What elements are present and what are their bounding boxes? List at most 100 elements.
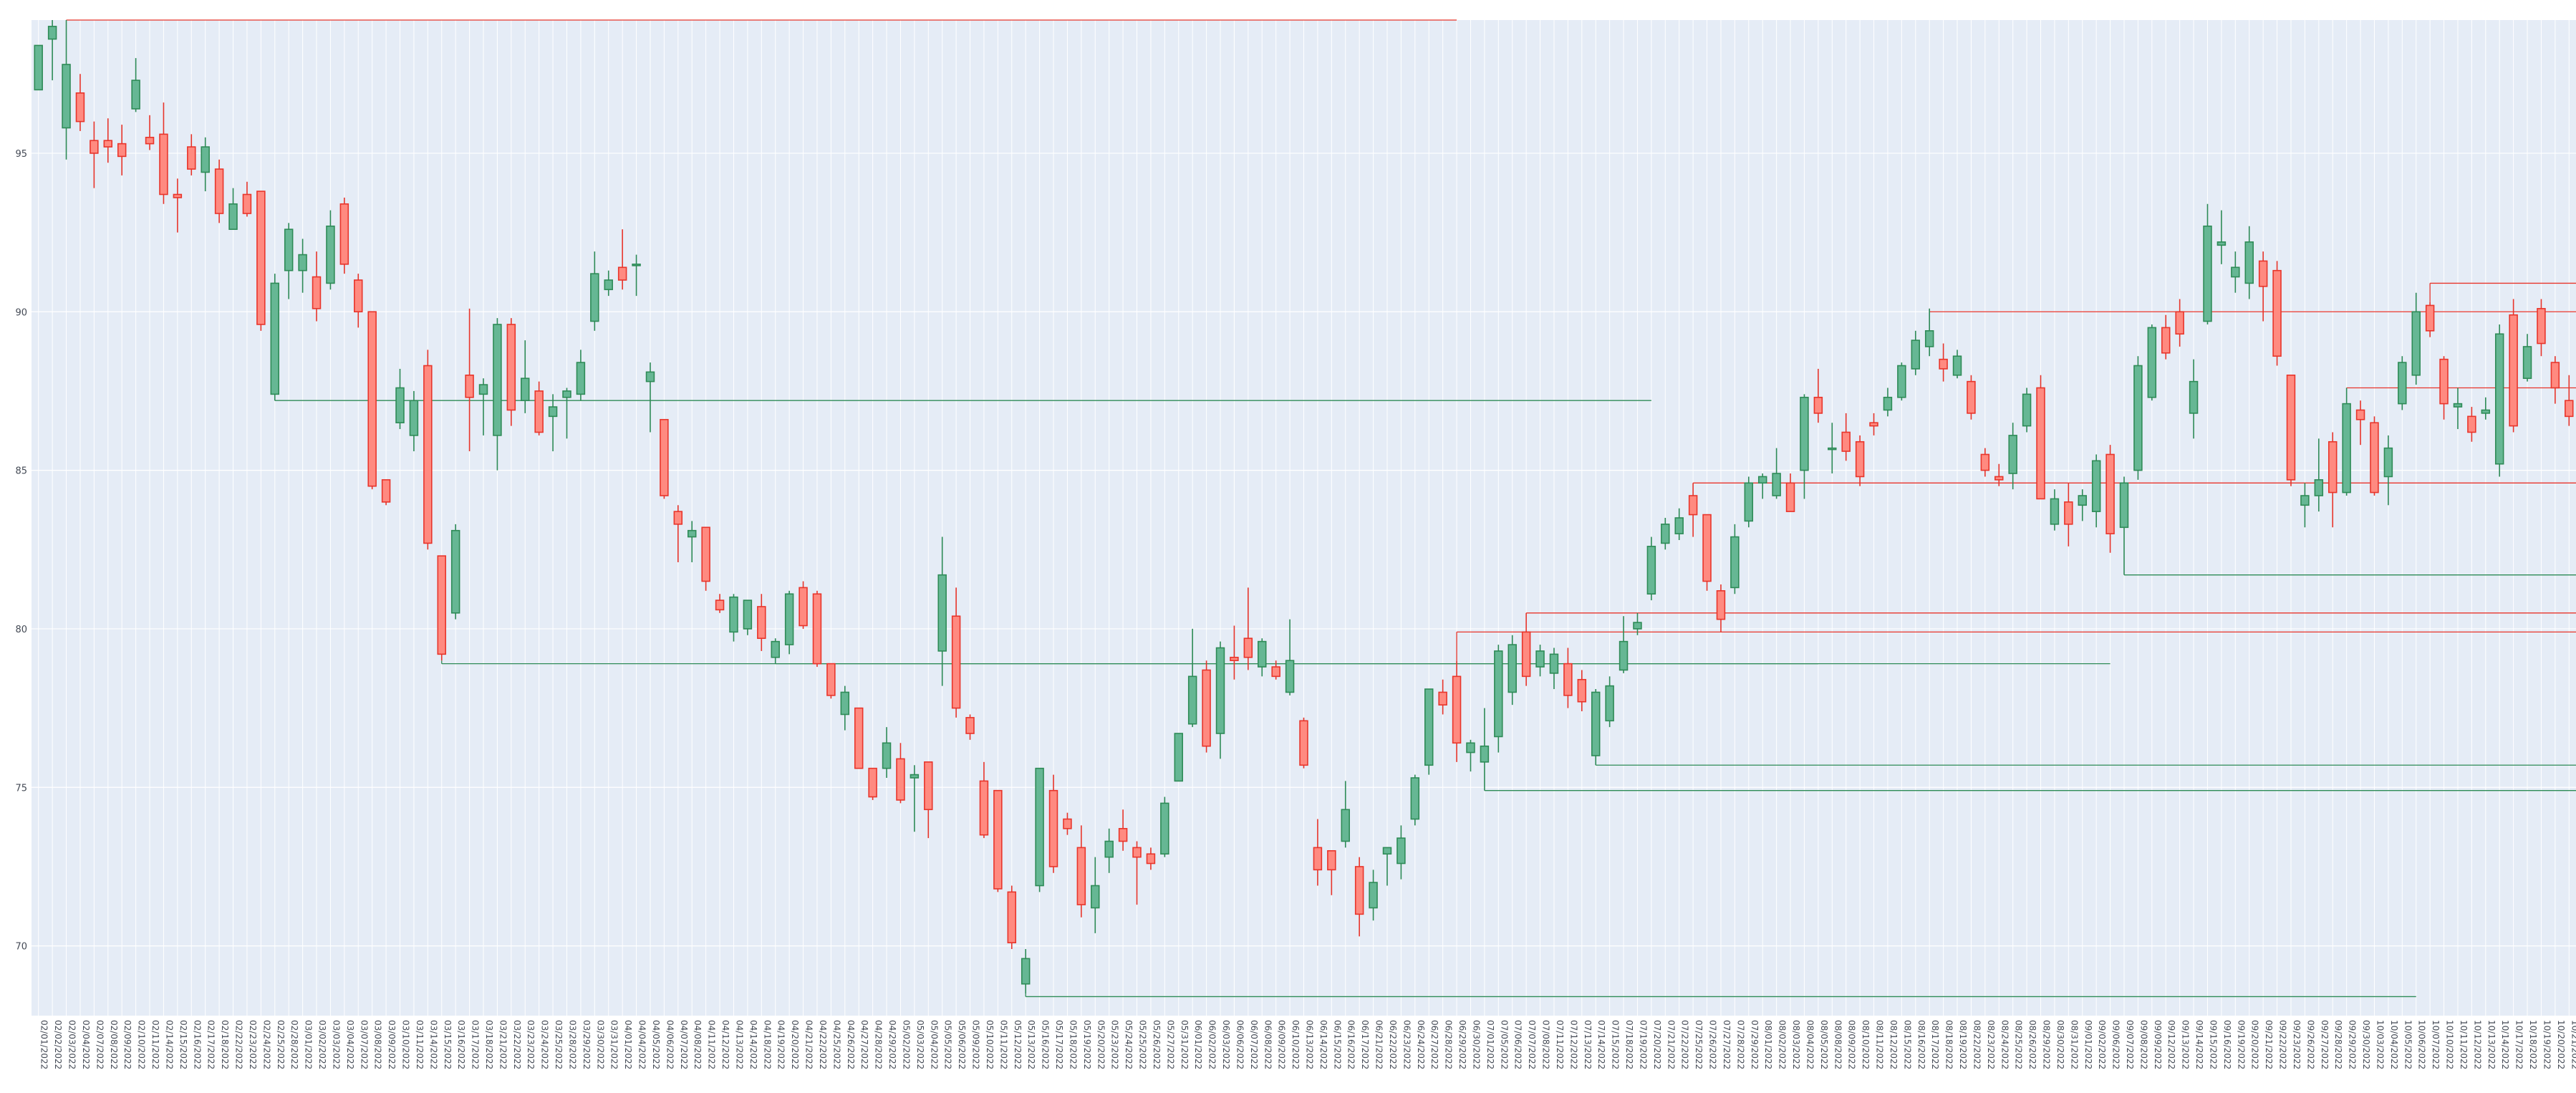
x-tick-label: 06/29/2022 [1457, 1020, 1467, 1069]
candle-body [103, 140, 113, 148]
x-tick-label: 06/24/2022 [1416, 1020, 1426, 1069]
candle-body [1688, 495, 1698, 516]
x-tick-label: 07/07/2022 [1527, 1020, 1537, 1069]
candle-body [465, 374, 474, 398]
x-tick-label: 04/05/2022 [651, 1020, 661, 1069]
candle [1132, 841, 1142, 905]
candle [1800, 394, 1809, 499]
candle-body [145, 136, 155, 145]
candles [34, 20, 2574, 994]
x-tick-label: 07/19/2022 [1638, 1020, 1648, 1069]
candle [2314, 438, 2324, 512]
candle-body [1716, 590, 1726, 620]
x-tick-label: 10/03/2022 [2375, 1020, 2385, 1069]
x-tick-label: 03/24/2022 [540, 1020, 550, 1069]
x-tick-label: 09/14/2022 [2194, 1020, 2204, 1069]
candle-body [339, 203, 349, 265]
x-tick-label: 10/17/2022 [2514, 1020, 2524, 1069]
candle-body [270, 282, 280, 395]
candle-body [506, 324, 516, 411]
candle [1021, 949, 1031, 994]
candle [493, 318, 502, 471]
candle [242, 181, 252, 217]
candle [339, 197, 349, 274]
candle-body [1828, 447, 1837, 451]
candle [687, 521, 697, 562]
candle-body [632, 264, 641, 266]
candle [2411, 292, 2421, 385]
candle [450, 524, 460, 620]
x-tick-label: 03/15/2022 [443, 1020, 453, 1069]
x-tick-label: 09/08/2022 [2138, 1020, 2148, 1069]
candle [1744, 476, 1754, 528]
candle-body [2467, 415, 2476, 433]
candle-body [1535, 650, 1545, 668]
candle-body [1382, 847, 1392, 855]
candle [1688, 483, 1698, 537]
candle [757, 594, 766, 651]
candle [2467, 407, 2476, 442]
candle [1674, 508, 1684, 540]
candle [771, 638, 780, 664]
candle [1327, 850, 1336, 895]
candle [1757, 473, 1767, 499]
candle [1813, 368, 1823, 423]
candle [1591, 689, 1601, 766]
candle [367, 311, 377, 490]
x-tick-label: 02/07/2022 [95, 1020, 105, 1069]
candle [854, 707, 864, 769]
x-tick-label: 08/31/2022 [2069, 1020, 2079, 1069]
x-tick-label: 03/14/2022 [428, 1020, 438, 1069]
x-tick-label: 06/02/2022 [1207, 1020, 1217, 1069]
candle [2022, 387, 2032, 433]
candle-body [1230, 656, 1239, 662]
x-tick-label: 10/07/2022 [2431, 1020, 2441, 1069]
candle [2119, 476, 2129, 575]
candle-body [1619, 640, 1629, 671]
x-tick-label: 07/01/2022 [1485, 1020, 1495, 1069]
x-tick-label: 06/01/2022 [1193, 1020, 1203, 1069]
candle [2161, 314, 2171, 360]
candle [2258, 251, 2268, 322]
x-tick-label: 07/29/2022 [1750, 1020, 1760, 1069]
candle [2036, 375, 2045, 500]
candle-body [90, 140, 99, 154]
candle-body [187, 146, 196, 170]
candle [1716, 584, 1726, 632]
candle [965, 714, 975, 740]
candle [951, 587, 961, 718]
x-tick-label: 03/08/2022 [373, 1020, 383, 1069]
x-tick-label: 09/19/2022 [2236, 1020, 2246, 1069]
candle-body [1007, 891, 1017, 943]
candle [1243, 587, 1253, 670]
candle-body [2425, 304, 2435, 332]
x-tick-label: 05/19/2022 [1082, 1020, 1092, 1069]
candle [2342, 387, 2351, 496]
candle [1646, 536, 1656, 601]
y-tick-label: 95 [15, 149, 27, 160]
candle-body [1341, 809, 1350, 842]
candle-body [854, 707, 864, 769]
candle-body [1369, 882, 1378, 909]
x-tick-label: 08/17/2022 [1930, 1020, 1940, 1069]
candle-body [478, 384, 488, 395]
candle [90, 121, 99, 188]
candle-body [1967, 380, 1976, 414]
candle [1855, 435, 1865, 486]
candle [1438, 679, 1447, 715]
candle [1897, 362, 1906, 401]
candle-body [1549, 653, 1559, 674]
x-tick-label: 06/14/2022 [1318, 1020, 1328, 1069]
candle-body [2050, 498, 2060, 525]
candle [201, 137, 210, 192]
candle-body [395, 387, 405, 423]
candle [409, 390, 419, 452]
candle [2231, 251, 2240, 293]
candle [1396, 825, 1406, 880]
candle-body [214, 168, 224, 214]
candle-body [2133, 365, 2143, 471]
candle-body [2258, 260, 2268, 287]
x-tick-label: 07/21/2022 [1666, 1020, 1676, 1069]
x-tick-label: 06/09/2022 [1277, 1020, 1287, 1069]
candle-body [1633, 622, 1642, 630]
